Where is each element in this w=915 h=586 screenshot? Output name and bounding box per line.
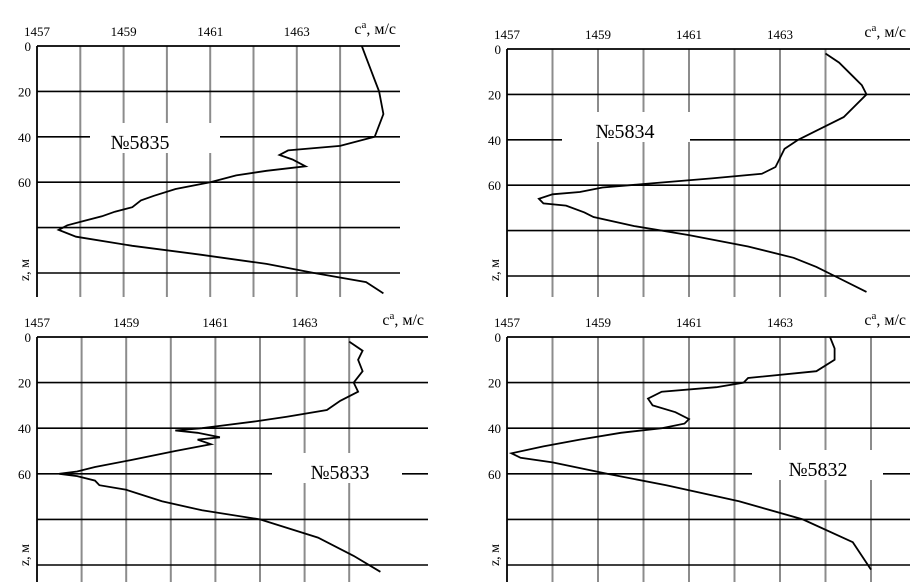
x-tick-label: 1457 xyxy=(494,315,521,330)
x-axis-label-unit: , м/с xyxy=(876,24,906,41)
x-tick-label: 1463 xyxy=(767,27,793,42)
x-axis-label-superscript: a xyxy=(361,19,366,31)
x-axis-label-c: c xyxy=(864,24,871,41)
sound-speed-profile-line xyxy=(508,336,872,571)
x-axis-label: ca, м/с xyxy=(864,310,906,329)
x-axis-label-superscript: a xyxy=(389,310,394,322)
station-label: №5834 xyxy=(595,121,654,143)
x-tick-label: 1459 xyxy=(585,27,611,42)
x-axis-label-c: c xyxy=(382,312,389,329)
station-label-background xyxy=(562,112,690,142)
y-tick-label: 20 xyxy=(488,87,501,102)
x-axis-label-c: c xyxy=(864,312,871,329)
sound-speed-profile-line xyxy=(59,340,381,573)
x-tick-label: 1459 xyxy=(585,315,611,330)
x-axis-label: ca, м/с xyxy=(354,19,396,38)
sound-speed-profile-line xyxy=(56,45,385,295)
y-tick-label: 40 xyxy=(488,421,501,436)
x-axis-label-unit: , м/с xyxy=(394,312,424,329)
x-tick-label: 1461 xyxy=(676,27,702,42)
station-label: №5833 xyxy=(310,462,369,484)
x-tick-label: 1459 xyxy=(111,24,137,39)
y-tick-label: 20 xyxy=(488,376,501,391)
y-tick-label: 20 xyxy=(18,376,31,391)
x-tick-label: 1463 xyxy=(767,315,793,330)
y-axis-label: z, м xyxy=(488,259,503,281)
x-axis-label-c: c xyxy=(354,21,361,38)
station-label-background xyxy=(272,453,402,483)
chart-panel-2: 1457 1459 1461 1463 0 20 40 60 ca, м/с z, м №5834 xyxy=(488,22,910,297)
y-axis-label: z, м xyxy=(18,544,33,566)
y-axis-label: z, м xyxy=(18,259,33,281)
chart-panel-3: 1457 1459 1461 1463 0 20 40 60 ca, м/с z, м №5833 xyxy=(18,310,428,582)
x-axis-label-superscript: a xyxy=(871,310,876,322)
station-label: №5832 xyxy=(788,459,847,481)
x-axis-label: ca, м/с xyxy=(382,310,424,329)
x-tick-label: 1457 xyxy=(24,315,51,330)
station-label-background xyxy=(90,123,220,153)
x-tick-label: 1457 xyxy=(24,24,51,39)
y-tick-label: 60 xyxy=(18,175,31,190)
station-label: №5835 xyxy=(110,132,169,154)
y-tick-label: 0 xyxy=(25,330,32,345)
chart-panel-1: 1457 1459 1461 1463 0 20 40 60 ca, м/с z, м №5835 xyxy=(18,19,400,297)
sound-speed-profile-line xyxy=(537,52,868,293)
y-tick-label: 40 xyxy=(488,133,501,148)
x-tick-label: 1461 xyxy=(197,24,223,39)
y-axis-label: z, м xyxy=(488,544,503,566)
x-axis-label-unit: , м/с xyxy=(366,21,396,38)
y-tick-label: 60 xyxy=(488,178,501,193)
y-tick-label: 0 xyxy=(495,42,502,57)
x-tick-label: 1463 xyxy=(292,315,318,330)
y-tick-label: 40 xyxy=(18,421,31,436)
x-tick-label: 1459 xyxy=(113,315,139,330)
y-tick-label: 0 xyxy=(495,330,502,345)
y-tick-label: 40 xyxy=(18,130,31,145)
x-tick-label: 1463 xyxy=(284,24,310,39)
station-label-background xyxy=(752,450,883,480)
x-axis-label-unit: , м/с xyxy=(876,312,906,329)
x-axis-label: ca, м/с xyxy=(864,22,906,41)
y-tick-label: 20 xyxy=(18,84,31,99)
x-tick-label: 1457 xyxy=(494,27,521,42)
y-tick-label: 60 xyxy=(488,467,501,482)
y-tick-label: 60 xyxy=(18,467,31,482)
chart-panel-4: 1457 1459 1461 1463 0 20 40 60 ca, м/с z, м №5832 xyxy=(488,310,910,582)
x-tick-label: 1461 xyxy=(676,315,702,330)
x-axis-label-superscript: a xyxy=(871,22,876,34)
x-tick-label: 1461 xyxy=(202,315,228,330)
y-tick-label: 0 xyxy=(25,39,32,54)
